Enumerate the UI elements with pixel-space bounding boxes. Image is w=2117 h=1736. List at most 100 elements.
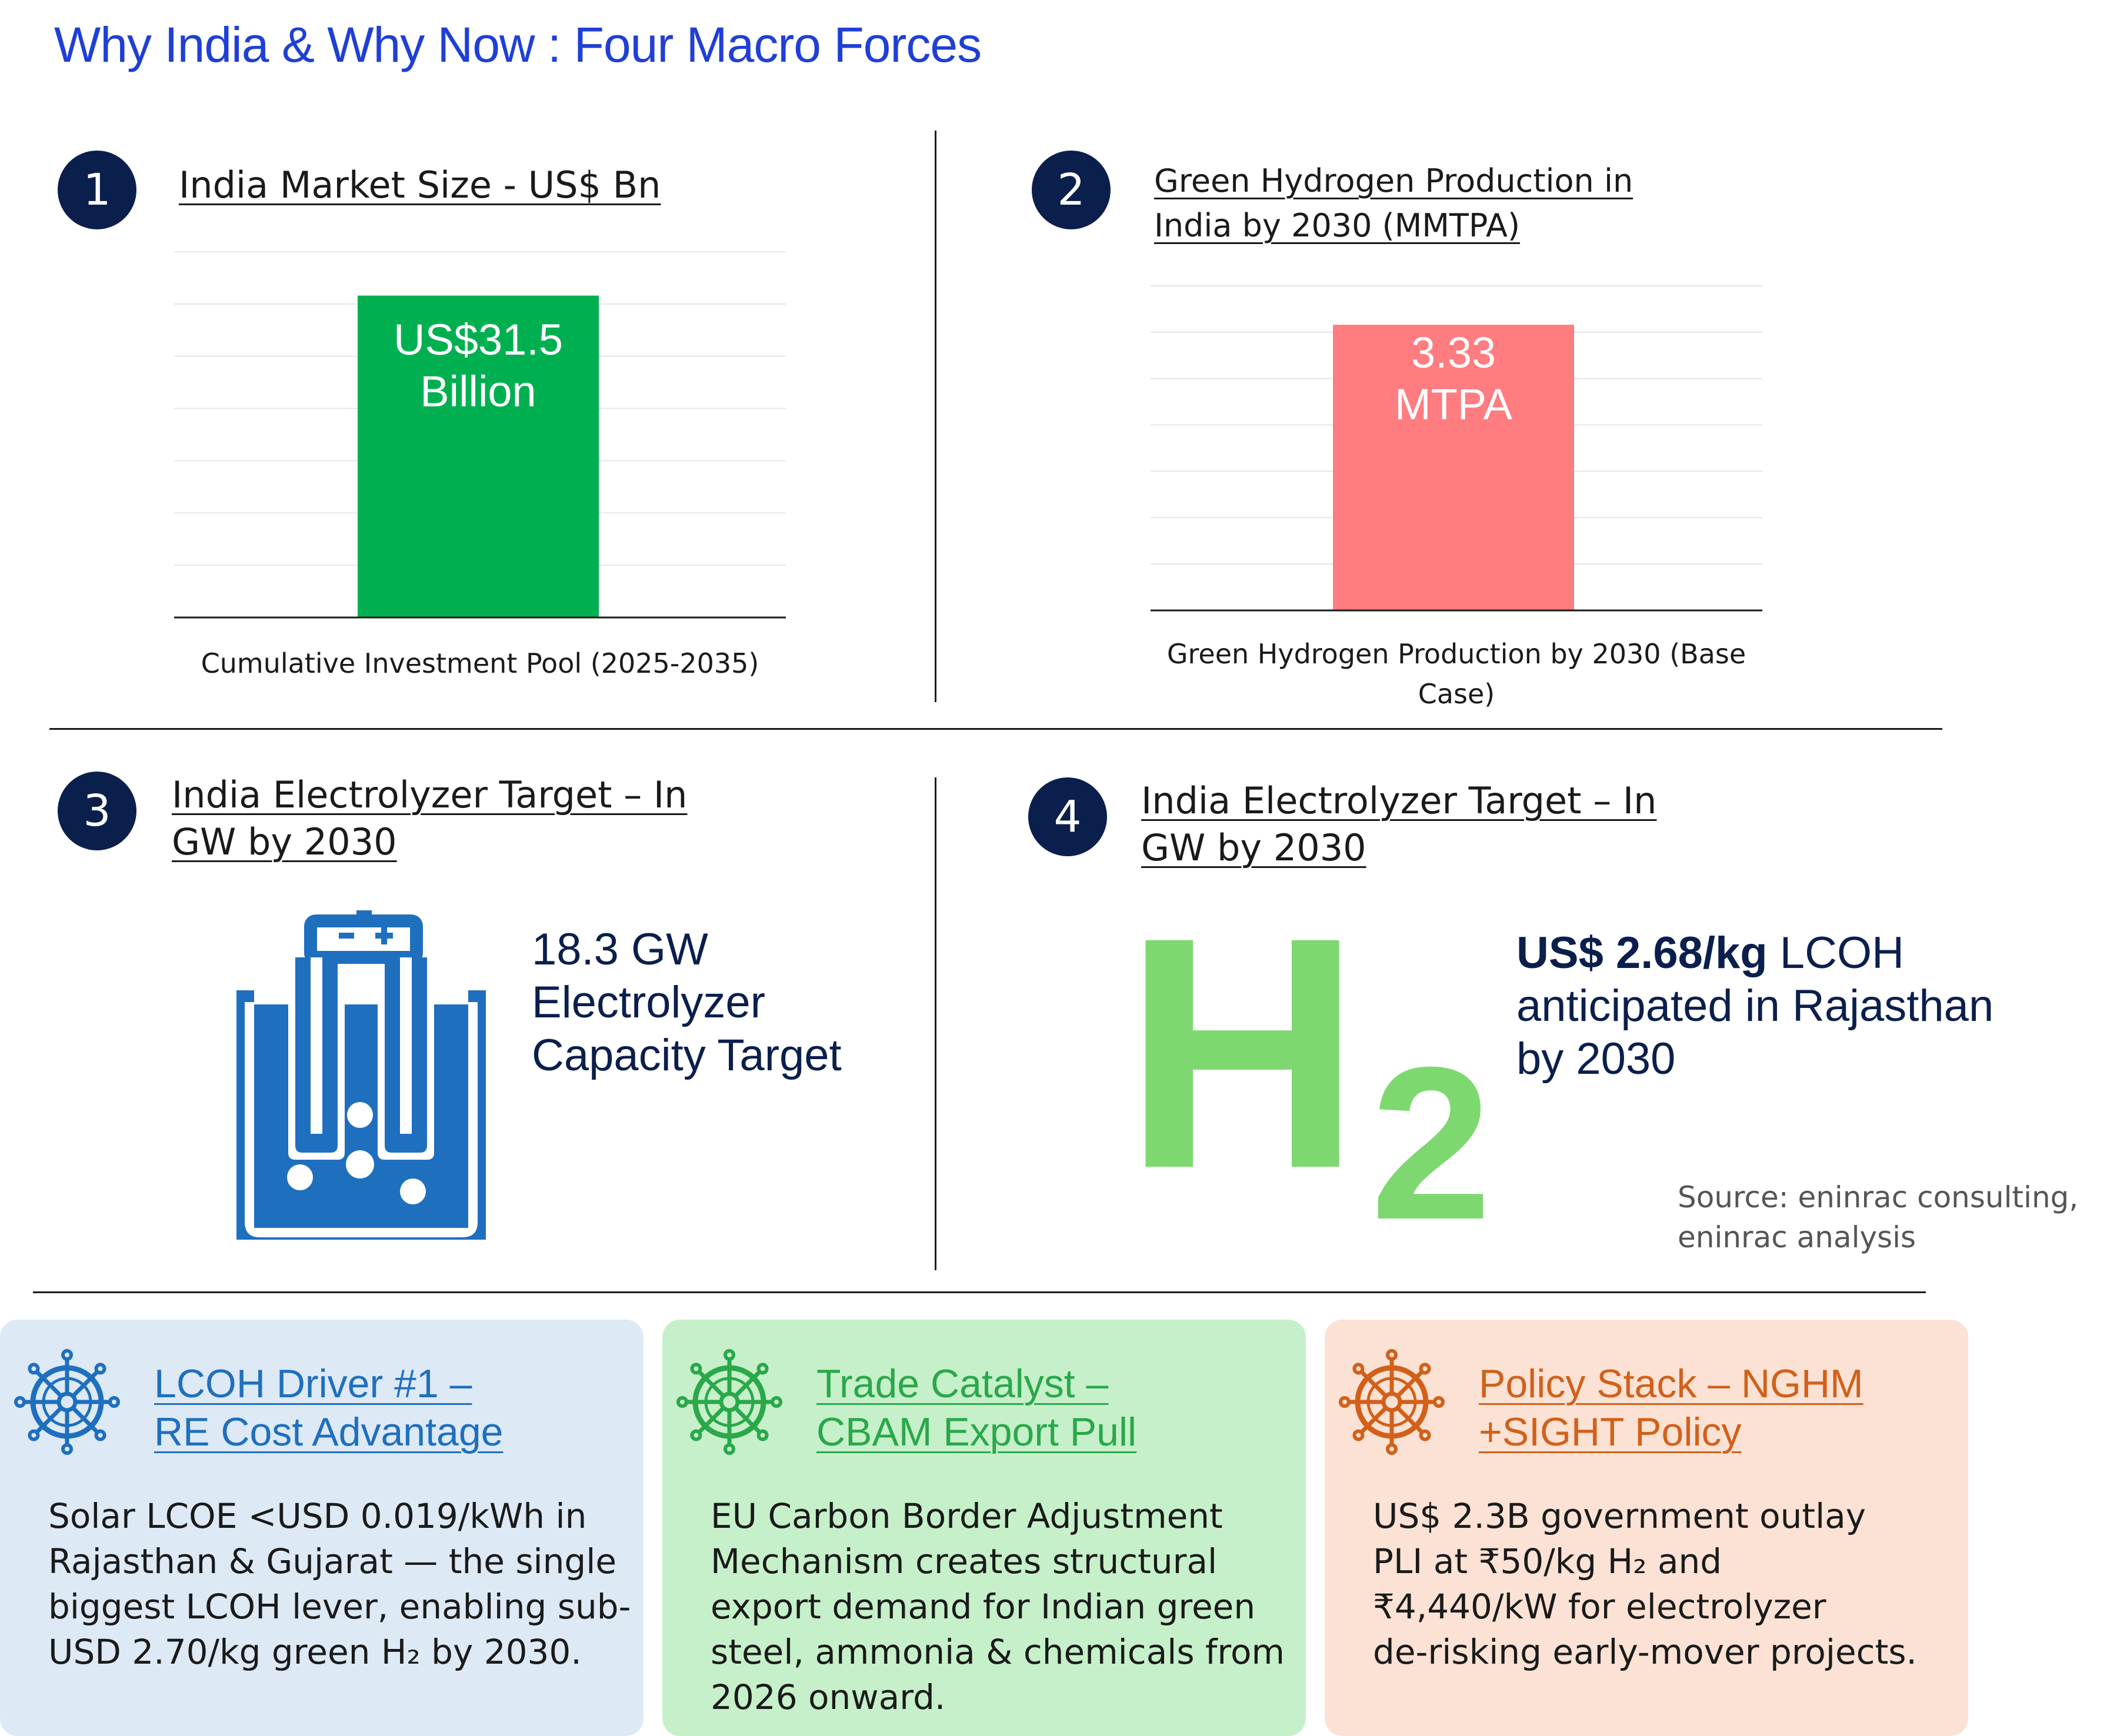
wheel-handle	[676, 1396, 688, 1408]
chart-2-category-label-line-1: Green Hydrogen Production by 2030 (Base	[1166, 638, 1746, 670]
card-lcoh-driver-title-line-1[interactable]: LCOH Driver #1 –	[154, 1361, 472, 1406]
chart-2-category-label-line-2: Case)	[1418, 678, 1495, 710]
wheel-handle	[1433, 1396, 1445, 1408]
wheel-handle	[1352, 1363, 1365, 1375]
card-trade-catalyst-title-line-2[interactable]: CBAM Export Pull	[816, 1410, 1137, 1454]
wheel-hub	[719, 1391, 740, 1413]
wheel-spoke	[1396, 1370, 1424, 1398]
card-policy-stack-title[interactable]: Policy Stack – NGHM +SIGHT Policy	[1479, 1360, 1863, 1456]
horizontal-divider-middle	[49, 728, 1942, 730]
horizontal-divider-bottom	[33, 1291, 1926, 1293]
panel-4-stat-line-1: US$ 2.68/kg LCOH	[1516, 927, 1993, 980]
panel-2-title: Green Hydrogen Production in India by 20…	[1154, 159, 1633, 248]
panel-4-title-line-1: India Electrolyzer Target – In	[1141, 779, 1657, 822]
panel-3-stat-line-2: Electrolyzer	[532, 977, 765, 1027]
card-lcoh-driver-body-line-3: biggest LCOH lever, enabling sub-	[48, 1587, 631, 1627]
wheel-spoke	[71, 1370, 99, 1398]
ship-wheel-icon	[1339, 1349, 1445, 1455]
wheel-handle	[724, 1443, 735, 1455]
wheel-handle	[771, 1396, 782, 1408]
panel-2-title-line-1: Green Hydrogen Production in	[1154, 162, 1633, 199]
panel-1-title: India Market Size - US$ Bn	[179, 163, 661, 206]
chart-1-data-label-unit: Billion	[420, 367, 536, 416]
card-trade-catalyst-body-line-1: EU Carbon Border Adjustment	[711, 1496, 1223, 1536]
h2-symbol-h: H	[1123, 869, 1362, 1237]
wheel-spoke	[734, 1370, 762, 1398]
chart-2-data-label-unit: MTPA	[1394, 380, 1513, 429]
panel-2-number-badge: 2	[1032, 151, 1111, 229]
page-title: Why India & Why Now : Four Macro Forces	[54, 17, 982, 72]
wheel-spoke	[1359, 1370, 1388, 1398]
card-trade-catalyst-body-line-2: Mechanism creates structural	[711, 1541, 1218, 1581]
wheel-spoke	[1396, 1406, 1424, 1434]
card-trade-catalyst-body: EU Carbon Border Adjustment Mechanism cr…	[711, 1494, 1285, 1720]
wheel-handle	[108, 1396, 120, 1408]
wheel-spoke	[697, 1406, 725, 1434]
source-note: Source: eninrac consulting, eninrac anal…	[1678, 1177, 2078, 1257]
panel-2-title-line-2: India by 2030 (MMTPA)	[1154, 207, 1521, 244]
card-lcoh-driver: LCOH Driver #1 – RE Cost Advantage Solar…	[0, 1320, 644, 1736]
ship-wheel-icon	[676, 1349, 782, 1455]
h2-symbol-subscript: 2	[1371, 1022, 1492, 1265]
electrolyzer-icon	[236, 910, 486, 1240]
panel-3-stat-value: 18.3 GW	[532, 924, 708, 974]
wheel-handle	[724, 1349, 735, 1361]
panel-3-title: India Electrolyzer Target – In GW by 203…	[172, 772, 687, 866]
panel-4-title-line-2: GW by 2030	[1141, 826, 1366, 869]
card-trade-catalyst-title[interactable]: Trade Catalyst – CBAM Export Pull	[816, 1360, 1136, 1456]
wheel-hub	[56, 1391, 78, 1413]
card-trade-catalyst-body-line-3: export demand for Indian green	[711, 1587, 1256, 1627]
panel-4-stat: US$ 2.68/kg LCOH anticipated in Rajastha…	[1516, 927, 1993, 1086]
vertical-divider-bottom	[935, 777, 936, 1270]
green-hydrogen-chart	[1151, 285, 1762, 612]
card-lcoh-driver-body-line-4: USD 2.70/kg green H₂ by 2030.	[48, 1632, 582, 1672]
chart-2-category-label: Green Hydrogen Production by 2030 (Base …	[1151, 634, 1762, 714]
panel-3-stat-line-3: Capacity Target	[532, 1030, 842, 1080]
panel-4-title: India Electrolyzer Target – In GW by 203…	[1141, 777, 1656, 872]
wheel-handle	[94, 1429, 106, 1441]
wheel-handle	[1419, 1363, 1431, 1375]
panel-4-stat-value: US$ 2.68/kg	[1516, 928, 1768, 978]
chart-2-data-label: 3.33 MTPA	[1333, 327, 1574, 430]
panel-4-stat-unit: LCOH	[1767, 928, 1904, 978]
card-policy-stack-body: US$ 2.3B government outlay PLI at ₹50/kg…	[1373, 1494, 1917, 1675]
card-lcoh-driver-title-line-2[interactable]: RE Cost Advantage	[154, 1410, 504, 1454]
card-trade-catalyst-body-line-5: 2026 onward.	[711, 1677, 946, 1717]
card-policy-stack-title-line-1[interactable]: Policy Stack – NGHM	[1479, 1361, 1863, 1406]
wheel-handle	[1352, 1429, 1365, 1441]
panel-4-stat-line-3: by 2030	[1516, 1034, 1676, 1084]
vertical-divider-top	[935, 131, 936, 702]
chart-2-data-label-value: 3.33	[1411, 328, 1496, 377]
panel-3-title-line-2: GW by 2030	[172, 820, 397, 863]
market-size-chart	[174, 251, 786, 619]
panel-4-stat-line-2: anticipated in Rajasthan	[1516, 981, 1994, 1031]
wheel-handle	[94, 1363, 106, 1375]
wheel-handle	[28, 1363, 40, 1375]
wheel-handle	[28, 1429, 40, 1441]
chart-1-data-label-value: US$31.5	[394, 315, 563, 364]
panel-3-number-badge: 3	[58, 772, 136, 850]
wheel-handle	[1386, 1349, 1398, 1361]
panel-4-number-badge: 4	[1028, 777, 1107, 856]
wheel-spoke	[734, 1406, 762, 1434]
panel-3-stat: 18.3 GW Electrolyzer Capacity Target	[532, 923, 842, 1082]
wheel-handle	[1419, 1429, 1431, 1441]
card-trade-catalyst-title-line-1[interactable]: Trade Catalyst –	[816, 1361, 1109, 1406]
card-policy-stack-body-line-2: PLI at ₹50/kg H₂ and	[1373, 1541, 1722, 1581]
wheel-spoke	[71, 1406, 99, 1434]
wheel-handle	[1386, 1443, 1398, 1455]
wheel-handle	[14, 1396, 26, 1408]
wheel-handle	[690, 1429, 702, 1441]
card-policy-stack: Policy Stack – NGHM +SIGHT Policy US$ 2.…	[1325, 1320, 1968, 1736]
card-lcoh-driver-title[interactable]: LCOH Driver #1 – RE Cost Advantage	[154, 1360, 503, 1456]
panel-3-title-line-1: India Electrolyzer Target – In	[172, 773, 688, 816]
chart-1-category-label: Cumulative Investment Pool (2025-2035)	[201, 647, 759, 679]
wheel-handle	[690, 1363, 702, 1375]
chart-2-bar	[1333, 325, 1574, 610]
card-policy-stack-title-line-2[interactable]: +SIGHT Policy	[1479, 1410, 1742, 1454]
card-trade-catalyst-body-line-4: steel, ammonia & chemicals from	[711, 1632, 1285, 1672]
wheel-spoke	[697, 1370, 725, 1398]
wheel-spoke	[35, 1406, 63, 1434]
card-policy-stack-body-line-1: US$ 2.3B government outlay	[1373, 1496, 1866, 1536]
source-note-line-1: Source: eninrac consulting,	[1678, 1180, 2079, 1214]
